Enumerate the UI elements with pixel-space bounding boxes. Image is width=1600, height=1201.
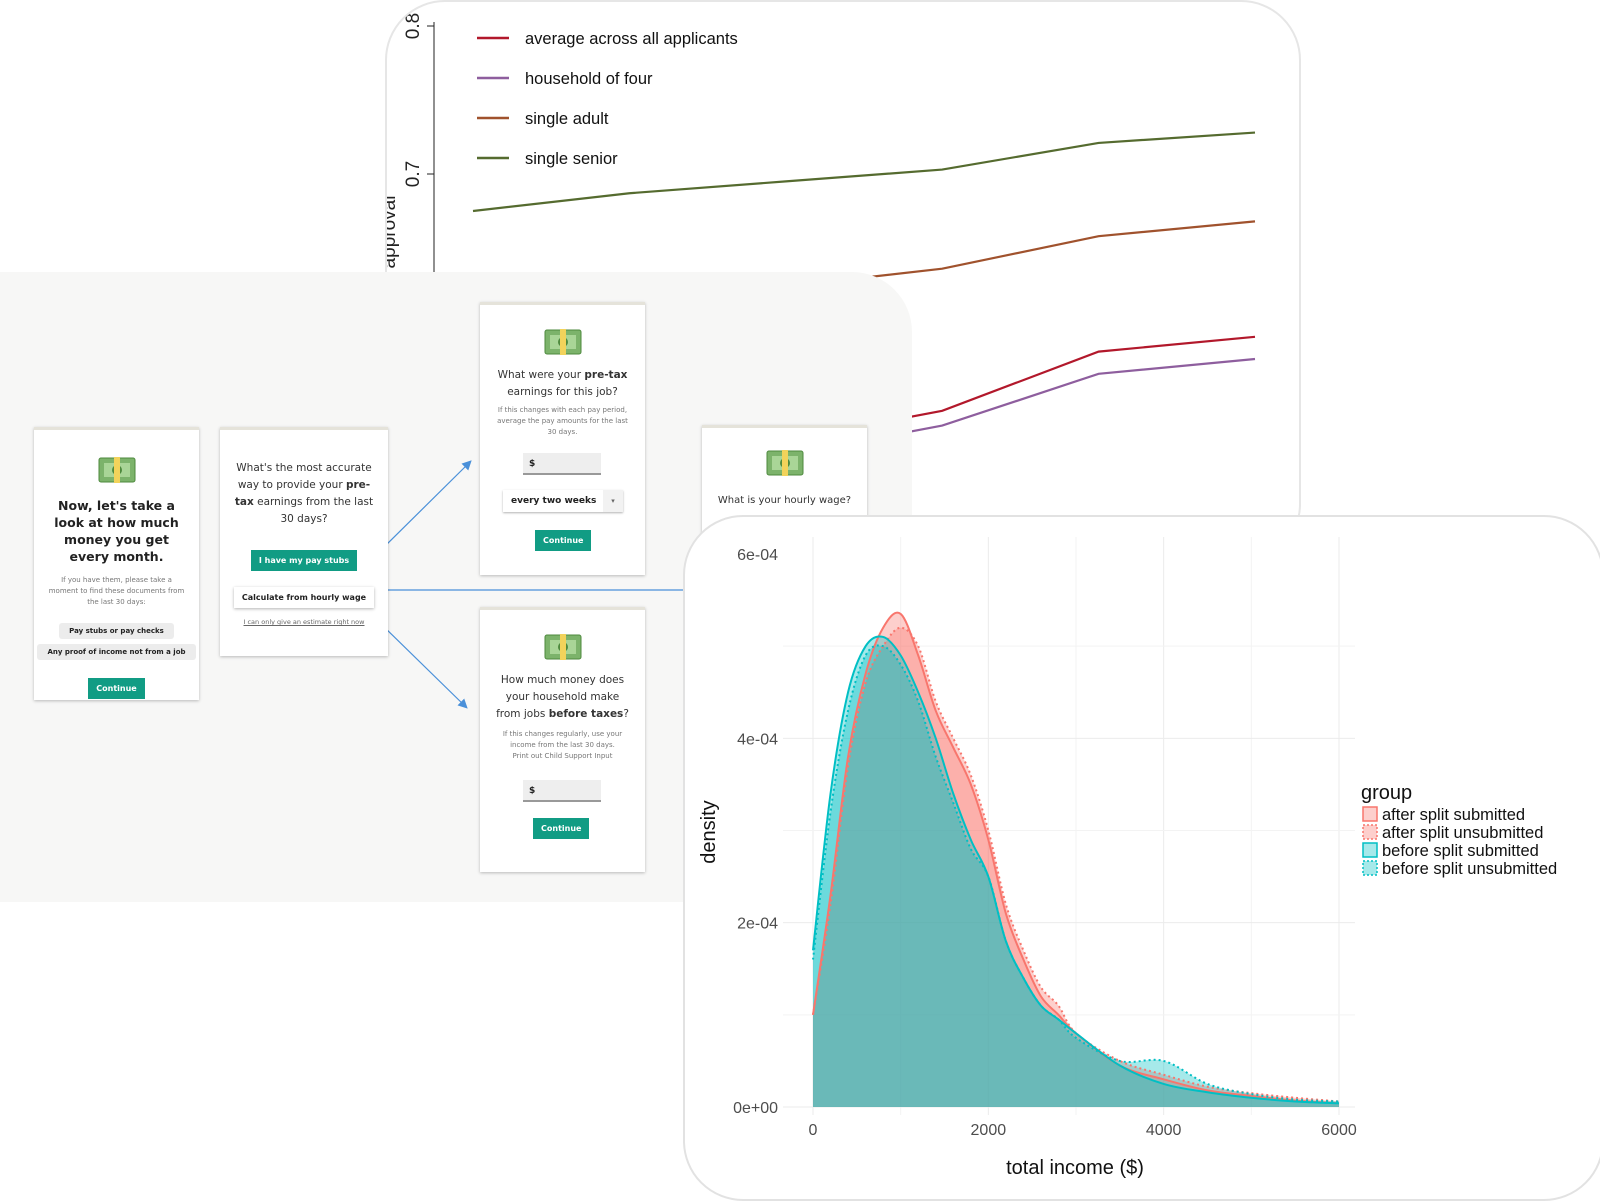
density-area-before-split-unsubmitted: [813, 645, 1339, 1107]
density-line-before-split-unsubmitted: [812, 644, 1340, 1103]
x-tick-label: 4000: [1146, 1122, 1182, 1139]
hourly-question: What is your hourly wage?: [717, 495, 852, 506]
density-area-after-split-submitted: [813, 612, 1339, 1107]
y-axis-label: approval: [387, 196, 400, 269]
density-area-before-split-submitted: [813, 636, 1339, 1107]
legend-label: before split unsubmitted: [1382, 860, 1557, 878]
y-tick-label: 0.8: [403, 13, 424, 39]
connector-estimate: [379, 622, 468, 709]
household-note: Print out Child Support Input: [512, 752, 613, 760]
legend-swatch: [1362, 806, 1378, 822]
legend-title: group: [1361, 782, 1412, 804]
pay-stubs-button[interactable]: I have my pay stubs: [250, 550, 358, 571]
y-axis-label: density: [698, 800, 720, 863]
chevron-down-icon: ▾: [603, 490, 623, 512]
y-tick-label: 4e-04: [737, 731, 778, 748]
x-axis-label: total income ($): [1006, 1157, 1144, 1179]
y-tick-label: 0.7: [403, 161, 424, 187]
chip-proof-income: Any proof of income not from a job: [37, 644, 196, 660]
legend-swatch: [1362, 860, 1378, 876]
intro-text: If you have them, please take a moment t…: [48, 576, 185, 606]
money-icon: [544, 329, 581, 355]
money-icon: [766, 450, 803, 476]
legend-label: after split unsubmitted: [1382, 824, 1543, 842]
chip-pay-stubs: Pay stubs or pay checks: [59, 623, 174, 639]
household-question: How much money does your household make …: [496, 674, 629, 720]
money-icon: [544, 634, 581, 660]
legend-swatch: [1362, 842, 1378, 858]
legend-swatch: [1362, 824, 1378, 840]
pretax-help: If this changes with each pay period, av…: [497, 406, 628, 436]
connector-paystubs: [379, 460, 472, 552]
card-household: How much money does your household make …: [480, 607, 645, 872]
income-density-chart: 0 2000 4000 6000 0e+00 2e-04 4e-04 6e-04 total i…: [698, 537, 1557, 1179]
pretax-question: What were your pre-tax earnings for this…: [497, 369, 628, 398]
hourly-wage-button[interactable]: Calculate from hourly wage: [233, 587, 375, 608]
density-area-after-split-unsubmitted: [813, 627, 1339, 1107]
legend-label: household of four: [525, 70, 653, 88]
legend-label: single adult: [525, 110, 609, 128]
y-tick-label: 6e-04: [737, 547, 778, 564]
household-amount-input[interactable]: $: [523, 780, 601, 802]
line-chart-legend: average across all applicants household o…: [477, 30, 738, 168]
card-intro: Now, let's take a look at how much money…: [34, 427, 199, 700]
money-icon: [98, 457, 135, 483]
legend-label: after split submitted: [1382, 806, 1525, 824]
card-pretax: What were your pre-tax earnings for this…: [480, 302, 645, 575]
pretax-amount-input[interactable]: $: [523, 453, 601, 475]
pay-frequency-select[interactable]: every two weeks ▾: [503, 490, 623, 512]
method-question: What's the most accurate way to provide …: [234, 462, 374, 525]
card-method: What's the most accurate way to provide …: [220, 427, 388, 656]
pretax-continue-button[interactable]: Continue: [535, 530, 592, 551]
y-tick-label: 2e-04: [737, 916, 778, 933]
legend-label: average across all applicants: [525, 30, 738, 48]
x-tick-label: 6000: [1321, 1122, 1357, 1139]
intro-continue-button[interactable]: Continue: [88, 678, 145, 699]
density-axis: 0 2000 4000 6000 0e+00 2e-04 4e-04 6e-04 total i…: [698, 547, 1357, 1179]
series-line-single-senior: [472, 131, 1256, 213]
estimate-link[interactable]: I can only give an estimate right now: [243, 618, 365, 626]
intro-heading: Now, let's take a look at how much money…: [54, 498, 179, 564]
legend-label: single senior: [525, 150, 618, 168]
household-continue-button[interactable]: Continue: [533, 818, 590, 839]
density-series: [812, 611, 1340, 1107]
density-chart-panel: 0 2000 4000 6000 0e+00 2e-04 4e-04 6e-04 total i…: [683, 515, 1600, 1201]
x-tick-label: 2000: [971, 1122, 1007, 1139]
household-help: If this changes regularly, use your inco…: [502, 730, 623, 749]
x-tick-label: 0: [809, 1122, 818, 1139]
density-line-after-split-submitted: [812, 611, 1340, 1105]
legend-label: before split submitted: [1382, 842, 1539, 860]
y-tick-label: 0e+00: [733, 1100, 778, 1117]
